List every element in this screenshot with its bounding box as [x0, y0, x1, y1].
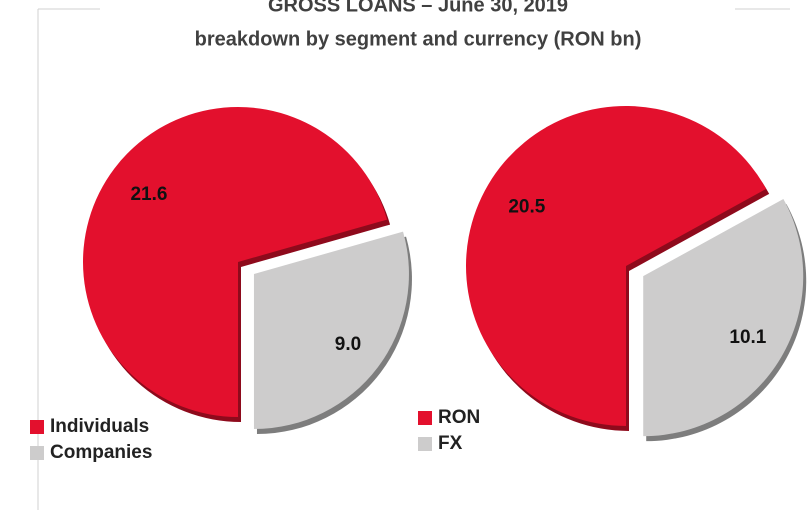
slice [82, 107, 388, 418]
legend-label: RON [438, 407, 480, 428]
slice [466, 106, 767, 426]
legend-label: Individuals [50, 416, 149, 437]
data-label: 21.6 [130, 184, 167, 205]
legend-swatch [30, 420, 44, 434]
data-label: 10.1 [729, 327, 766, 348]
data-label: 20.5 [508, 196, 545, 217]
legend-swatch [418, 437, 432, 451]
chart-subtitle: breakdown by segment and currency (RON b… [195, 28, 642, 50]
slice [253, 231, 409, 430]
slice [643, 199, 804, 437]
legend-label: FX [438, 433, 463, 454]
legend-label: Companies [50, 442, 152, 463]
chart-title: GROSS LOANS – June 30, 2019 [268, 0, 568, 16]
legend-swatch [418, 411, 432, 425]
legend-swatch [30, 446, 44, 460]
data-label: 9.0 [335, 334, 361, 355]
